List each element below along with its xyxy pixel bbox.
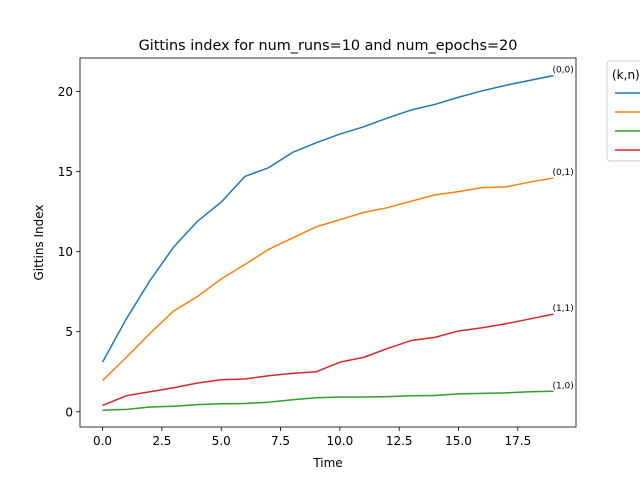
y-axis-label: Gittins Index <box>32 204 46 280</box>
series-end-label: (0,0) <box>552 66 573 76</box>
legend: (k,n) <box>606 60 640 162</box>
series-end-label: (0,1) <box>552 168 573 178</box>
x-tick-label: 0.0 <box>93 434 112 448</box>
x-tick-label: 5.0 <box>212 434 231 448</box>
y-tick-label: 0 <box>65 405 73 419</box>
series-layer <box>101 74 554 411</box>
legend-box <box>606 60 640 162</box>
plot-area <box>80 58 576 427</box>
series-end-label: (1,1) <box>552 304 573 314</box>
x-axis-label: Time <box>312 456 342 470</box>
y-tick-label: 5 <box>65 325 73 339</box>
y-axis-ticks: 0 5 10 15 20 <box>58 85 80 419</box>
x-axis-ticks: 0.0 2.5 5.0 7.5 10.0 12.5 15.0 17.5 <box>93 427 531 448</box>
plot-frame <box>79 57 577 428</box>
series-line-3 <box>102 313 554 407</box>
y-tick-label: 10 <box>58 245 73 259</box>
legend-items <box>615 92 640 151</box>
y-tick-label: 15 <box>58 165 73 179</box>
y-tick-label: 20 <box>58 85 73 99</box>
series-line-0 <box>101 74 554 363</box>
x-tick-label: 12.5 <box>386 434 413 448</box>
x-tick-label: 10.0 <box>327 434 354 448</box>
x-tick-label: 7.5 <box>271 434 290 448</box>
series-end-labels: (0,0) (0,1) (1,0) (1,1) <box>552 66 573 392</box>
x-tick-label: 15.0 <box>445 434 472 448</box>
legend-title: (k,n) <box>612 68 640 82</box>
series-line-1 <box>102 177 554 382</box>
x-tick-label: 17.5 <box>504 434 531 448</box>
series-line-2 <box>102 390 554 411</box>
chart-title: Gittins index for num_runs=10 and num_ep… <box>139 38 518 54</box>
x-tick-label: 2.5 <box>152 434 171 448</box>
series-end-label: (1,0) <box>552 381 573 391</box>
